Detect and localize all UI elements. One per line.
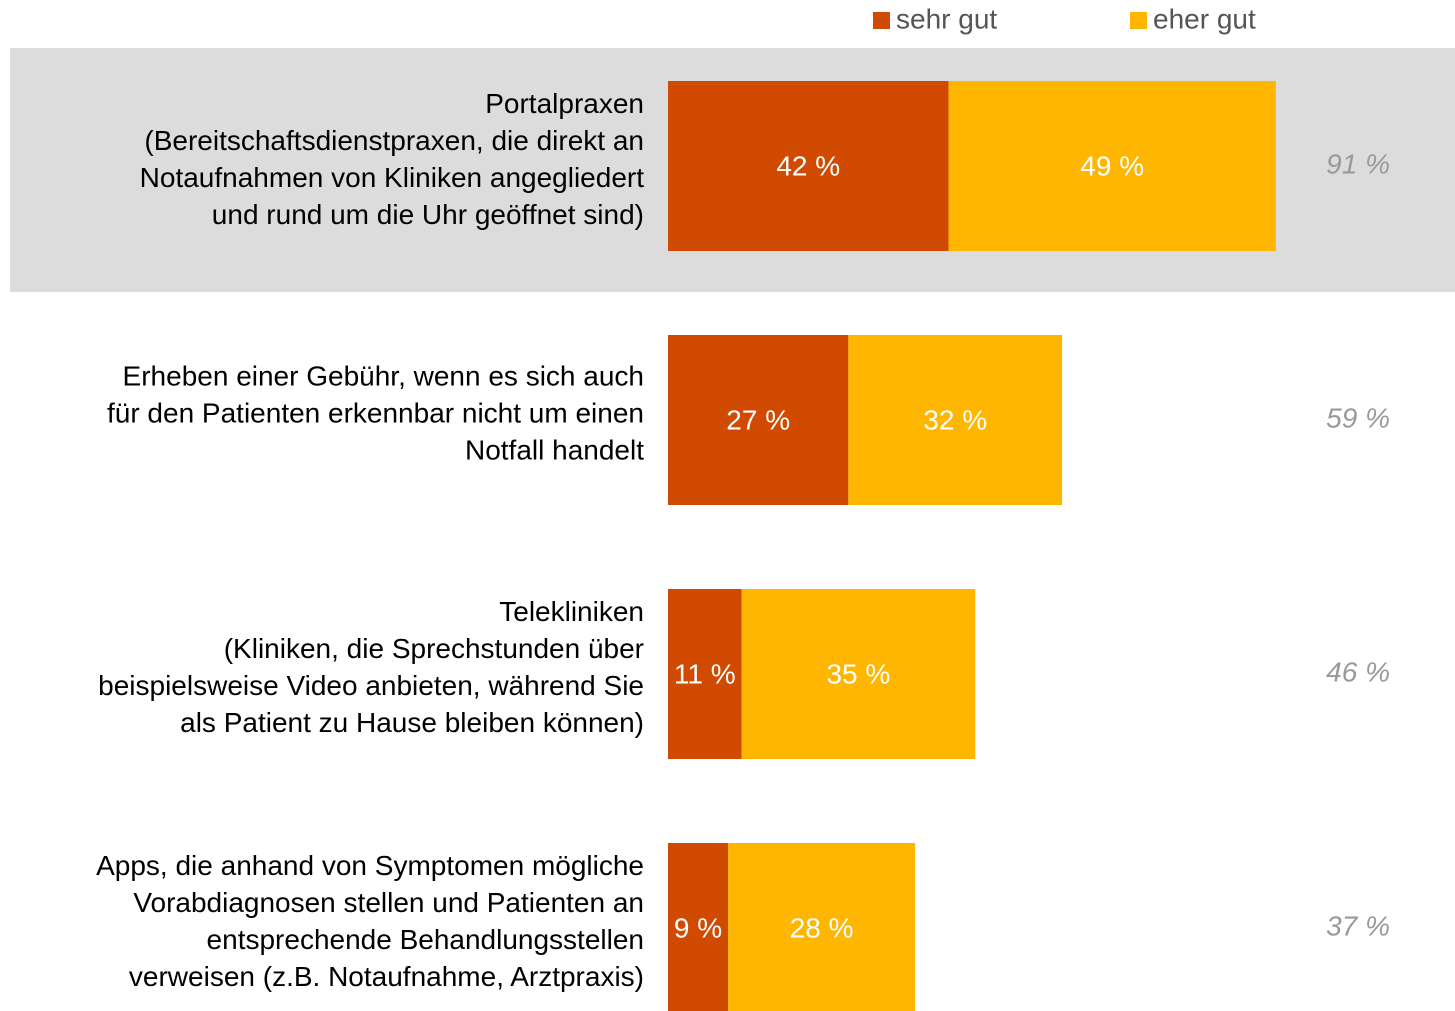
legend-label: eher gut (1153, 3, 1256, 34)
category-label: für den Patienten erkennbar nicht um ein… (107, 397, 644, 428)
value-label: 28 % (790, 912, 854, 943)
legend-label: sehr gut (896, 3, 997, 34)
category-label: Notfall handelt (465, 434, 644, 465)
total-label: 46 % (1326, 656, 1390, 687)
category-label: Erheben einer Gebühr, wenn es sich auch (123, 360, 644, 391)
category-label: Vorabdiagnosen stellen und Patienten an (133, 887, 644, 918)
value-label: 49 % (1080, 150, 1144, 181)
category-label: Notaufnahmen von Kliniken angegliedert (140, 162, 645, 193)
bar-segment (668, 335, 849, 505)
value-label: 27 % (726, 404, 790, 435)
value-label: 42 % (776, 150, 840, 181)
bar-segment (668, 81, 949, 251)
total-label: 37 % (1326, 910, 1390, 941)
value-label: 9 % (674, 912, 722, 943)
category-label: (Bereitschaftsdienstpraxen, die direkt a… (144, 125, 644, 156)
bar-segment (741, 589, 976, 759)
category-label: beispielsweise Video anbieten, während S… (98, 670, 644, 701)
bar-segment (668, 843, 729, 1011)
value-label: 35 % (826, 658, 890, 689)
bar-segment (728, 843, 916, 1011)
category-label: und rund um die Uhr geöffnet sind) (212, 199, 644, 230)
total-label: 91 % (1326, 148, 1390, 179)
value-label: 11 % (674, 658, 736, 689)
category-label: als Patient zu Hause bleiben können) (180, 707, 644, 738)
category-label: (Kliniken, die Sprechstunden über (224, 633, 644, 664)
bar-segment (848, 335, 1063, 505)
legend-swatch (873, 12, 890, 29)
category-label: Portalpraxen (485, 88, 644, 119)
total-label: 59 % (1326, 402, 1390, 433)
bar-segment (668, 589, 742, 759)
category-label: entsprechende Behandlungsstellen (207, 924, 644, 955)
legend-swatch (1130, 12, 1147, 29)
category-label: verweisen (z.B. Notaufnahme, Arztpraxis) (129, 961, 644, 992)
bar-segment (948, 81, 1276, 251)
category-label: Apps, die anhand von Symptomen mögliche (96, 850, 644, 881)
category-label: Telekliniken (499, 596, 644, 627)
value-label: 32 % (923, 404, 987, 435)
